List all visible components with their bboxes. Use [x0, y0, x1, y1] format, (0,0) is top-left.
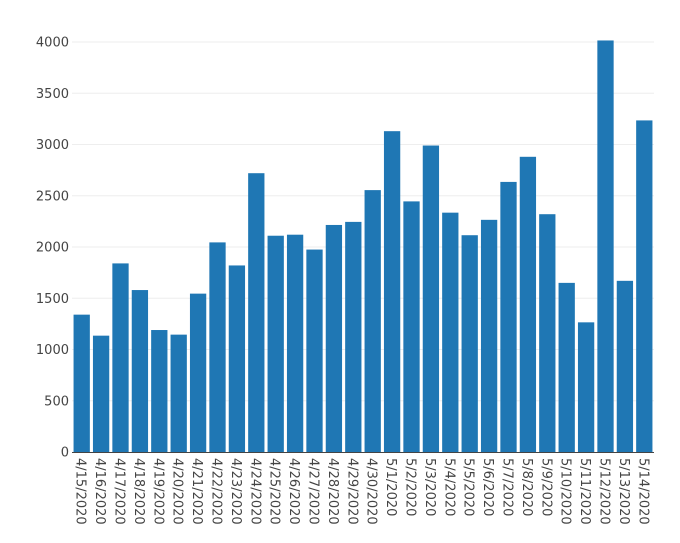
x-tick-label: 4/15/2020: [73, 458, 88, 525]
y-tick-label: 2500: [36, 189, 69, 204]
bar-4-21-2020[interactable]: [189, 293, 207, 452]
bar-4-29-2020[interactable]: [345, 221, 362, 452]
gridlines: [72, 41, 654, 402]
x-tick-label: 5/2/2020: [403, 458, 418, 516]
x-tick-labels: 4/15/2020 4/16/2020 4/17/2020 4/18/2020 4/19…: [73, 458, 651, 525]
y-tick-label: 3500: [36, 87, 69, 102]
x-tick-label: 5/7/2020: [500, 458, 515, 516]
x-tick-label: 4/18/2020: [131, 458, 146, 525]
bars: [73, 40, 653, 453]
bar-5-12-2020[interactable]: [597, 40, 614, 453]
x-tick-label: 4/24/2020: [247, 458, 262, 525]
x-tick-label: 5/14/2020: [635, 458, 650, 525]
bar-5-9-2020[interactable]: [539, 214, 556, 452]
x-tick-label: 5/12/2020: [597, 458, 612, 525]
x-tick-label: 4/22/2020: [209, 458, 224, 525]
y-tick-label: 1500: [36, 292, 69, 307]
y-tick-labels: 0 500 1000 1500 2000 2500 3000 3500 4000: [36, 36, 69, 461]
x-tick-label: 5/8/2020: [519, 458, 534, 516]
x-tick-label: 4/20/2020: [170, 458, 185, 525]
x-tick-label: 4/21/2020: [189, 458, 204, 525]
x-tick-label: 4/17/2020: [112, 458, 127, 525]
x-tick-label: 5/1/2020: [383, 458, 398, 516]
bar-4-27-2020[interactable]: [306, 249, 323, 452]
bar-4-16-2020[interactable]: [92, 335, 110, 452]
x-tick-label: 4/25/2020: [267, 458, 282, 525]
bar-4-15-2020[interactable]: [73, 314, 90, 452]
bar-4-25-2020[interactable]: [267, 235, 284, 452]
bar-5-14-2020[interactable]: [636, 120, 653, 452]
bar-4-26-2020[interactable]: [286, 234, 304, 452]
y-tick-label: 0: [61, 446, 69, 461]
x-tick-label: 5/9/2020: [538, 458, 553, 516]
bar-4-17-2020[interactable]: [112, 263, 129, 452]
y-tick-label: 3000: [36, 138, 69, 153]
bar-5-10-2020[interactable]: [558, 282, 575, 452]
bar-4-30-2020[interactable]: [364, 190, 381, 453]
x-tick-label: 4/26/2020: [286, 458, 301, 525]
bar-5-2-2020[interactable]: [403, 201, 420, 452]
y-tick-label: 2000: [36, 241, 69, 256]
x-tick-label: 4/23/2020: [228, 458, 243, 525]
bar-5-1-2020[interactable]: [383, 131, 401, 453]
bar-5-5-2020[interactable]: [461, 235, 478, 452]
x-tick-label: 4/27/2020: [306, 458, 321, 525]
bar-4-24-2020[interactable]: [248, 173, 265, 452]
y-tick-label: 1000: [36, 343, 69, 358]
bar-5-11-2020[interactable]: [577, 322, 595, 452]
bar-5-13-2020[interactable]: [616, 280, 634, 452]
x-tick-label: 5/4/2020: [441, 458, 456, 516]
bar-5-3-2020[interactable]: [422, 145, 440, 452]
bar-5-6-2020[interactable]: [480, 219, 498, 452]
bar-4-28-2020[interactable]: [325, 224, 343, 452]
bar-4-19-2020[interactable]: [151, 330, 168, 452]
x-tick-label: 4/19/2020: [150, 458, 165, 525]
x-tick-label: 5/10/2020: [558, 458, 573, 525]
x-tick-label: 4/28/2020: [325, 458, 340, 525]
bar-5-4-2020[interactable]: [442, 212, 459, 452]
x-tick-label: 4/16/2020: [92, 458, 107, 525]
bar-5-8-2020[interactable]: [519, 156, 537, 453]
x-tick-label: 4/29/2020: [344, 458, 359, 525]
x-tick-label: 5/13/2020: [616, 458, 631, 525]
bar-4-22-2020[interactable]: [209, 242, 226, 452]
x-tick-label: 5/6/2020: [480, 458, 495, 516]
bar-4-18-2020[interactable]: [131, 290, 149, 452]
x-tick-label: 5/5/2020: [461, 458, 476, 516]
bar-4-20-2020[interactable]: [170, 334, 187, 452]
bar-5-7-2020[interactable]: [500, 181, 517, 452]
x-tick-label: 5/3/2020: [422, 458, 437, 516]
x-tick-label: 5/11/2020: [577, 458, 592, 525]
bar-4-23-2020[interactable]: [228, 265, 246, 452]
y-tick-label: 4000: [36, 36, 69, 51]
y-tick-label: 500: [44, 394, 69, 409]
x-tick-label: 4/30/2020: [364, 458, 379, 525]
